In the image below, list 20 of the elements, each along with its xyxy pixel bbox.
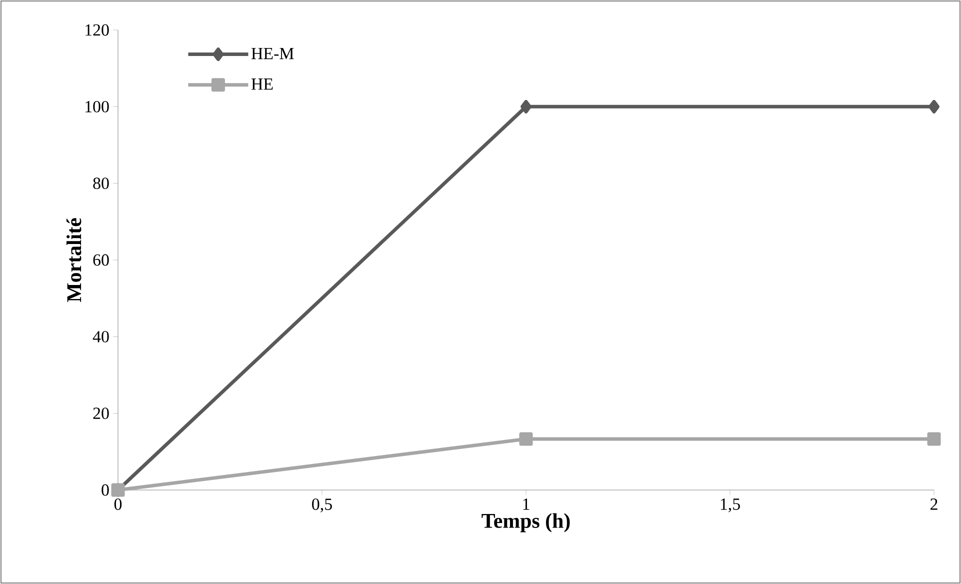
- x-tick-label: 0: [114, 498, 122, 510]
- y-tick-label: 100: [86, 100, 109, 112]
- y-axis-title: Mortalité: [66, 218, 82, 302]
- point: [928, 100, 940, 114]
- point: [927, 432, 941, 446]
- legend-label: HE-M: [251, 48, 294, 60]
- y-tick-label: 20: [93, 408, 109, 420]
- y-tick-label: 120: [86, 24, 109, 36]
- y-tick-label: 80: [93, 178, 109, 190]
- y-tick-label: 0: [102, 484, 109, 496]
- x-tick-label: 1: [523, 498, 530, 510]
- point: [519, 432, 533, 446]
- x-tick-label: 1,5: [720, 498, 740, 512]
- y-tick-label: 60: [93, 254, 109, 266]
- x-tick-label: 0,5: [312, 498, 332, 512]
- x-axis-title: Temps (h): [482, 513, 570, 532]
- x-tick-label: 2: [930, 498, 938, 510]
- y-tick-label: 40: [92, 330, 109, 342]
- legend-label: HE: [251, 78, 273, 90]
- point: [520, 100, 532, 114]
